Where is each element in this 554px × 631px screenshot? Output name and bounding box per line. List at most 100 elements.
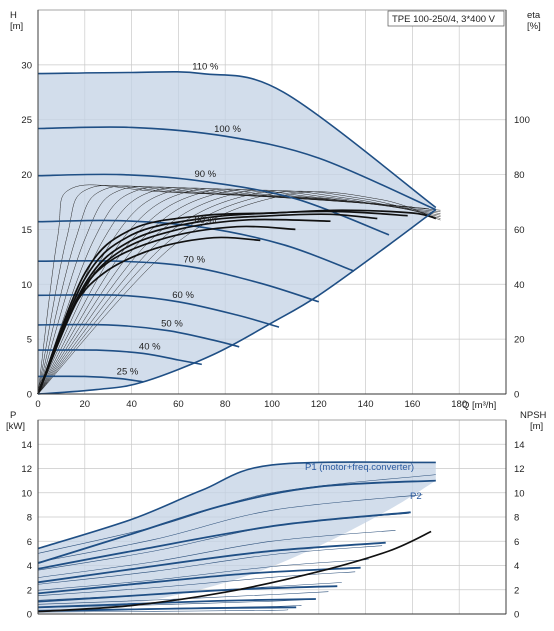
- head-efficiency-chart: 0 20 40 60 80 100 120 140 160 180 0 5 10 15 20 25 30 0 20 4…: [10, 9, 541, 411]
- power-thin-curve: [37, 494, 423, 563]
- bottom-y-tick-label: 8: [27, 513, 32, 524]
- speed-curve: [37, 70, 437, 209]
- top-right-label-eta: eta: [527, 10, 541, 21]
- power-speed-curve: [37, 511, 411, 570]
- bottom-right-tick-label: 4: [514, 561, 519, 572]
- top-x-tick-label: 140: [358, 399, 374, 410]
- speed-curve-label: 50 %: [161, 318, 183, 329]
- series-p2-line: [37, 479, 436, 564]
- top-y-tick-label: 20: [21, 170, 32, 181]
- speed-curve: [37, 260, 320, 303]
- bottom-ylabel-p: P: [10, 410, 16, 421]
- npsh-curve: [37, 530, 432, 613]
- speed-curve-label: 100 %: [214, 124, 241, 135]
- top-xlabel: Q [m³/h]: [462, 400, 496, 411]
- bottom-y-tick-label: 0: [27, 610, 32, 621]
- power-range-boundary: [37, 461, 436, 550]
- efficiency-curves: [37, 209, 437, 395]
- top-y-tick-label: 30: [21, 60, 32, 71]
- top-iso-line: [37, 187, 413, 395]
- speed-curve-label: 90 %: [194, 169, 216, 180]
- top-x-tick-label: 0: [35, 399, 40, 410]
- speed-curve-label: 110 %: [192, 62, 219, 73]
- speed-curve-label: 25 %: [117, 367, 139, 378]
- bottom-y-tick-label: 12: [21, 464, 32, 475]
- speed-curve: [37, 349, 202, 366]
- top-x-tick-label: 100: [264, 399, 280, 410]
- bottom-y-tick-label: 2: [27, 585, 32, 596]
- bottom-right-tick-label: 10: [514, 488, 525, 499]
- top-efficiency-iso-lines: [37, 184, 441, 395]
- top-iso-line: [37, 187, 429, 395]
- top-right-label-unit: [%]: [527, 21, 541, 32]
- bottom-y-tick-label: 14: [21, 440, 32, 451]
- top-right-tick-label: 80: [514, 170, 525, 181]
- top-right-tick-label: 60: [514, 225, 525, 236]
- top-x-tick-label: 160: [404, 399, 420, 410]
- power-thin-curve: [37, 530, 396, 578]
- top-y-tick-label: 15: [21, 225, 32, 236]
- power-thin-curve: [37, 571, 356, 596]
- bottom-right-label-unit: [m]: [530, 421, 543, 432]
- top-x-tick-label: 40: [126, 399, 137, 410]
- speed-curve-label: 40 %: [139, 341, 161, 352]
- top-tick-labels: 0 20 40 60 80 100 120 140 160 180 0 5 10 15 20 25 30 0 20 4…: [21, 60, 529, 410]
- efficiency-curve: [37, 236, 261, 395]
- speed-curve: [37, 219, 355, 272]
- top-ylabel-h: H: [10, 10, 17, 21]
- top-right-tick-label: 100: [514, 115, 530, 126]
- power-operating-range: [38, 462, 436, 613]
- bottom-right-tick-label: 8: [514, 513, 519, 524]
- power-speed-curve: [37, 566, 361, 595]
- bottom-right-label-npsh: NPSH: [520, 410, 547, 421]
- top-right-tick-label: 0: [514, 390, 519, 401]
- top-iso-line: [37, 189, 441, 395]
- title-box: [387, 10, 505, 27]
- speed-curve-label: 60 %: [172, 290, 194, 301]
- top-right-tick-label: 40: [514, 280, 525, 291]
- bottom-y-tick-label: 10: [21, 488, 32, 499]
- speed-curve-label: 80 %: [194, 215, 216, 226]
- power-npsh-chart: 0 2 4 6 8 10 12 14 0 2 4 6 8 10 12 14 P [kW] NPSH [m] P…: [6, 410, 547, 621]
- bottom-right-tick-label: 14: [514, 440, 525, 451]
- bottom-right-tick-label: 6: [514, 537, 519, 548]
- bottom-y-tick-label: 6: [27, 537, 32, 548]
- top-iso-line: [37, 188, 441, 395]
- top-y-tick-label: 10: [21, 280, 32, 291]
- top-y-tick-label: 5: [27, 335, 32, 346]
- top-x-tick-label: 120: [311, 399, 327, 410]
- top-iso-line: [37, 191, 441, 395]
- speed-curve: [37, 294, 280, 328]
- power-speed-curve: [37, 541, 386, 584]
- top-ylabel-unit: [m]: [10, 21, 23, 32]
- speed-labels: 110 % 100 % 90 % 80 % 70 % 60 % 50 % 40 % 25 %: [117, 62, 242, 378]
- speed-curve: [37, 126, 437, 211]
- power-speed-curve: [37, 585, 338, 603]
- top-right-tick-label: 20: [514, 335, 525, 346]
- top-iso-line: [37, 190, 441, 395]
- head-range-boundary: [37, 209, 437, 395]
- bottom-ylabel-unit: [kW]: [6, 421, 25, 432]
- top-y-tick-label: 25: [21, 115, 32, 126]
- power-thin-curve: [37, 609, 289, 613]
- top-x-tick-label: 20: [80, 399, 91, 410]
- power-thin-curve: [37, 545, 383, 585]
- top-y-tick-label: 0: [27, 390, 32, 401]
- bottom-y-tick-label: 4: [27, 561, 32, 572]
- top-iso-line: [37, 189, 441, 395]
- power-speed-curves: [37, 479, 436, 612]
- bottom-tick-labels: 0 2 4 6 8 10 12 14 0 2 4 6 8 10 12 14: [21, 440, 524, 621]
- speed-curve: [37, 323, 240, 348]
- chart-title: TPE 100-250/4, 3*400 V: [392, 14, 496, 25]
- bottom-right-tick-label: 2: [514, 585, 519, 596]
- speed-curve-label: 70 %: [183, 255, 205, 266]
- bottom-right-tick-label: 12: [514, 464, 525, 475]
- efficiency-curve: [37, 213, 378, 395]
- power-speed-curve: [37, 598, 316, 609]
- top-iso-line: [37, 190, 441, 395]
- series-label-p1: P1 (motor+freq.converter): [305, 462, 414, 473]
- speed-curve: [37, 375, 144, 383]
- power-thin-curve: [37, 559, 369, 591]
